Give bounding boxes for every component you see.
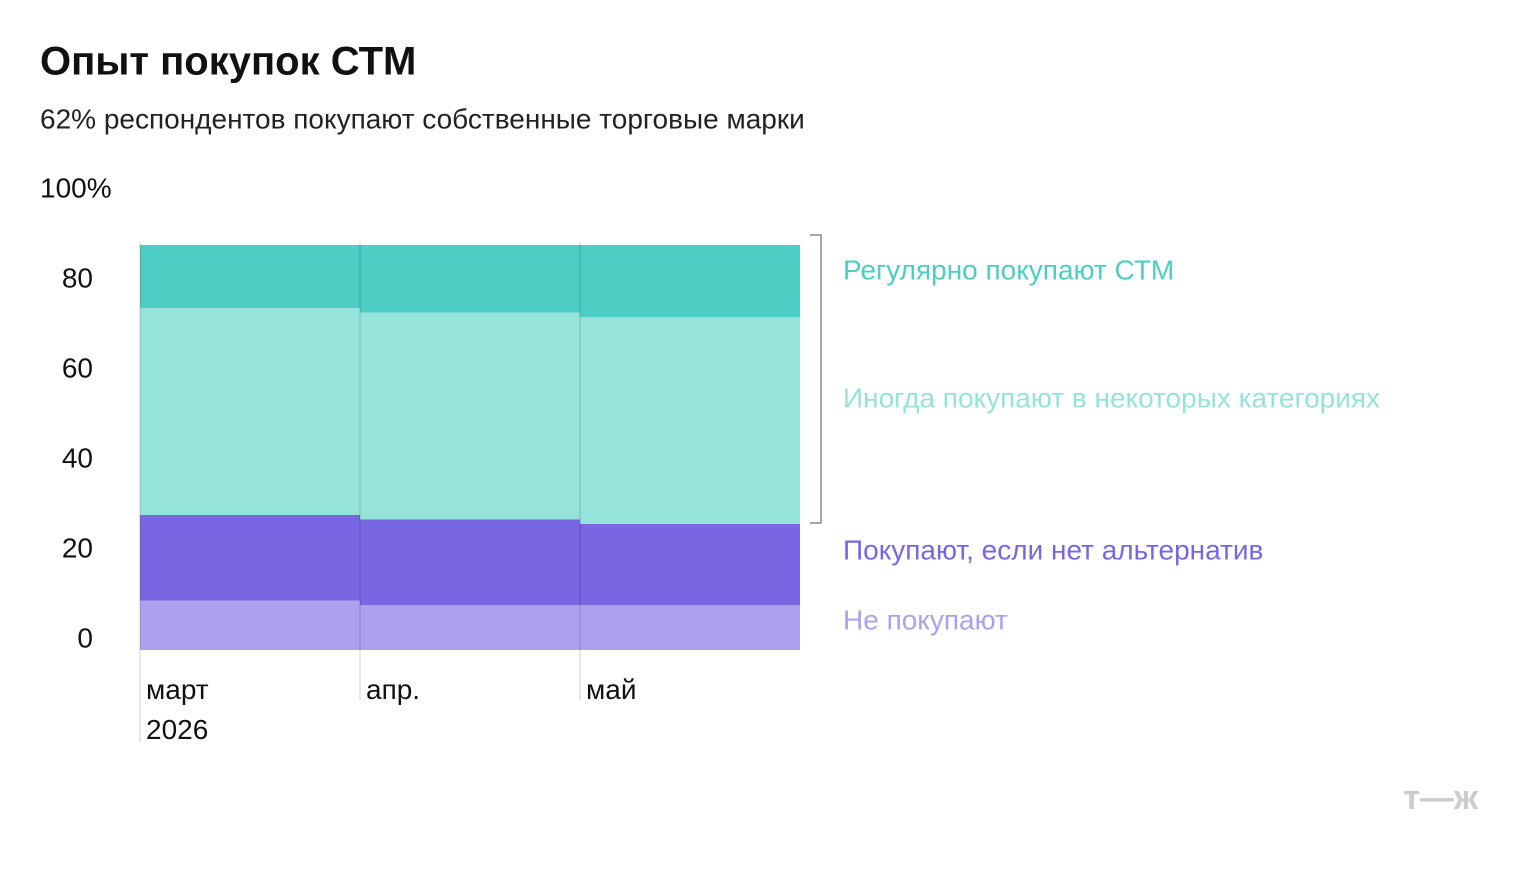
- x-tick-label: апр.: [366, 674, 421, 705]
- bar-segment: [580, 605, 800, 650]
- legend-label: Регулярно покупают СТМ: [843, 254, 1174, 285]
- bar-segment: [580, 524, 800, 605]
- bar-segment: [140, 600, 360, 650]
- bracket: [810, 234, 822, 524]
- bar-segment: [580, 245, 800, 317]
- legend-label: Не покупают: [843, 604, 1008, 635]
- bar-segment: [360, 245, 580, 313]
- bar-segment: [360, 312, 580, 520]
- y-tick-label: 60: [62, 352, 93, 383]
- chart-subtitle: 62% респондентов покупают собственные то…: [40, 103, 805, 134]
- y-tick-label: 100%: [40, 172, 112, 203]
- bar-segment: [360, 519, 580, 605]
- x-tick-label: март 2026: [146, 674, 209, 745]
- y-tick-label: 40: [62, 442, 93, 473]
- legend-label: Иногда покупают в некоторых категориях: [843, 382, 1380, 413]
- y-tick-label: 20: [62, 532, 93, 563]
- chart-title: Опыт покупок СТМ: [40, 40, 416, 84]
- bar-segment: [580, 317, 800, 524]
- bar-segment: [140, 245, 360, 308]
- y-tick-label: 0: [77, 622, 93, 653]
- bar-segment: [140, 515, 360, 601]
- y-tick-label: 80: [62, 262, 93, 293]
- bar-segment: [360, 605, 580, 650]
- legend-label: Покупают, если нет альтернатив: [843, 534, 1263, 565]
- logo: т—ж: [1403, 779, 1479, 817]
- x-tick-label: май: [586, 674, 637, 705]
- bar-segment: [140, 308, 360, 515]
